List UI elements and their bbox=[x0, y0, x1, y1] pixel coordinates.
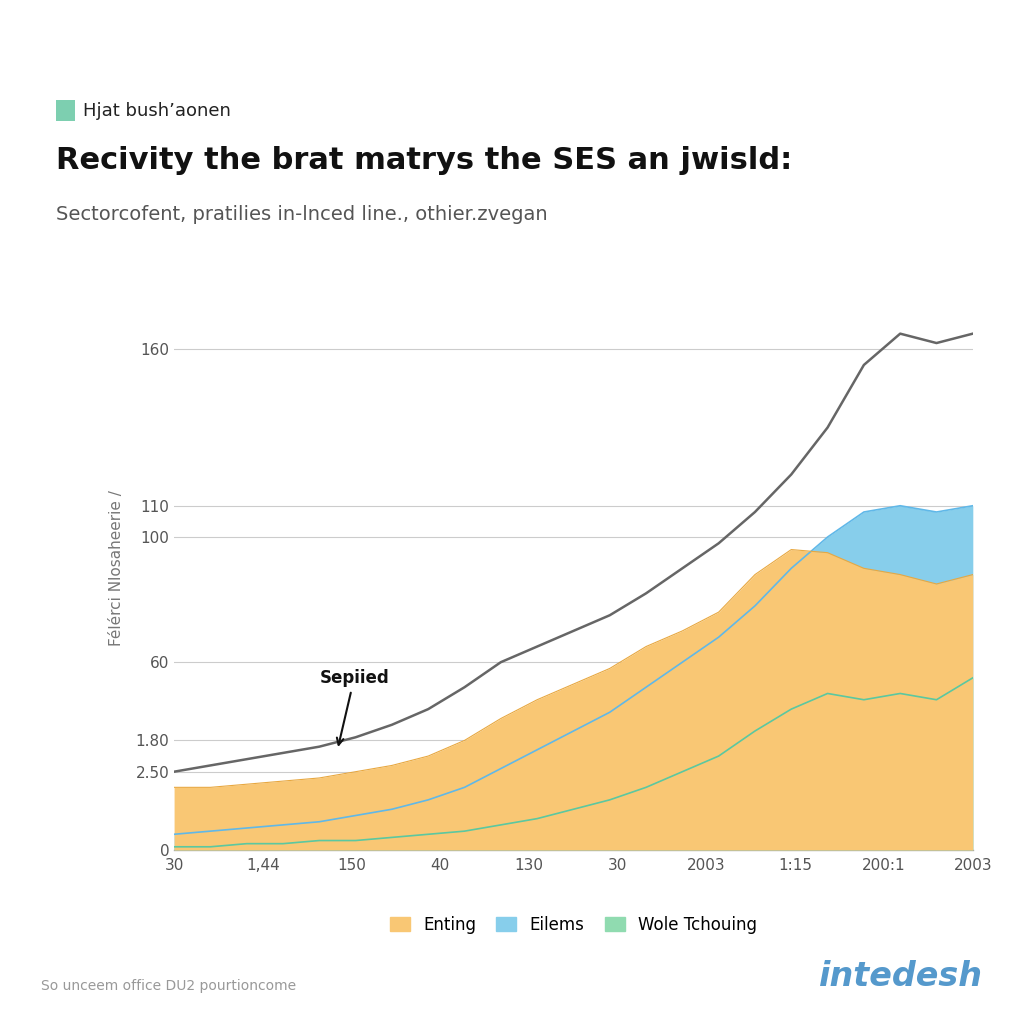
Text: intedesh: intedesh bbox=[819, 961, 983, 993]
Text: So unceem office DU2 pourtioncome: So unceem office DU2 pourtioncome bbox=[41, 979, 296, 993]
Text: Recivity the brat matrys the SES an jwisld:: Recivity the brat matrys the SES an jwis… bbox=[56, 146, 793, 175]
Legend: Enting, Eilems, Wole Tchouing: Enting, Eilems, Wole Tchouing bbox=[383, 909, 764, 940]
Y-axis label: Félérci Nlosaheerie /: Félérci Nlosaheerie / bbox=[110, 490, 124, 646]
Text: Sepiied: Sepiied bbox=[319, 670, 389, 744]
Text: Sectorcofent, pratilies in-lnced line., othier.zvegan: Sectorcofent, pratilies in-lnced line., … bbox=[56, 205, 548, 224]
Text: Hjat bush’aonen: Hjat bush’aonen bbox=[83, 101, 230, 120]
